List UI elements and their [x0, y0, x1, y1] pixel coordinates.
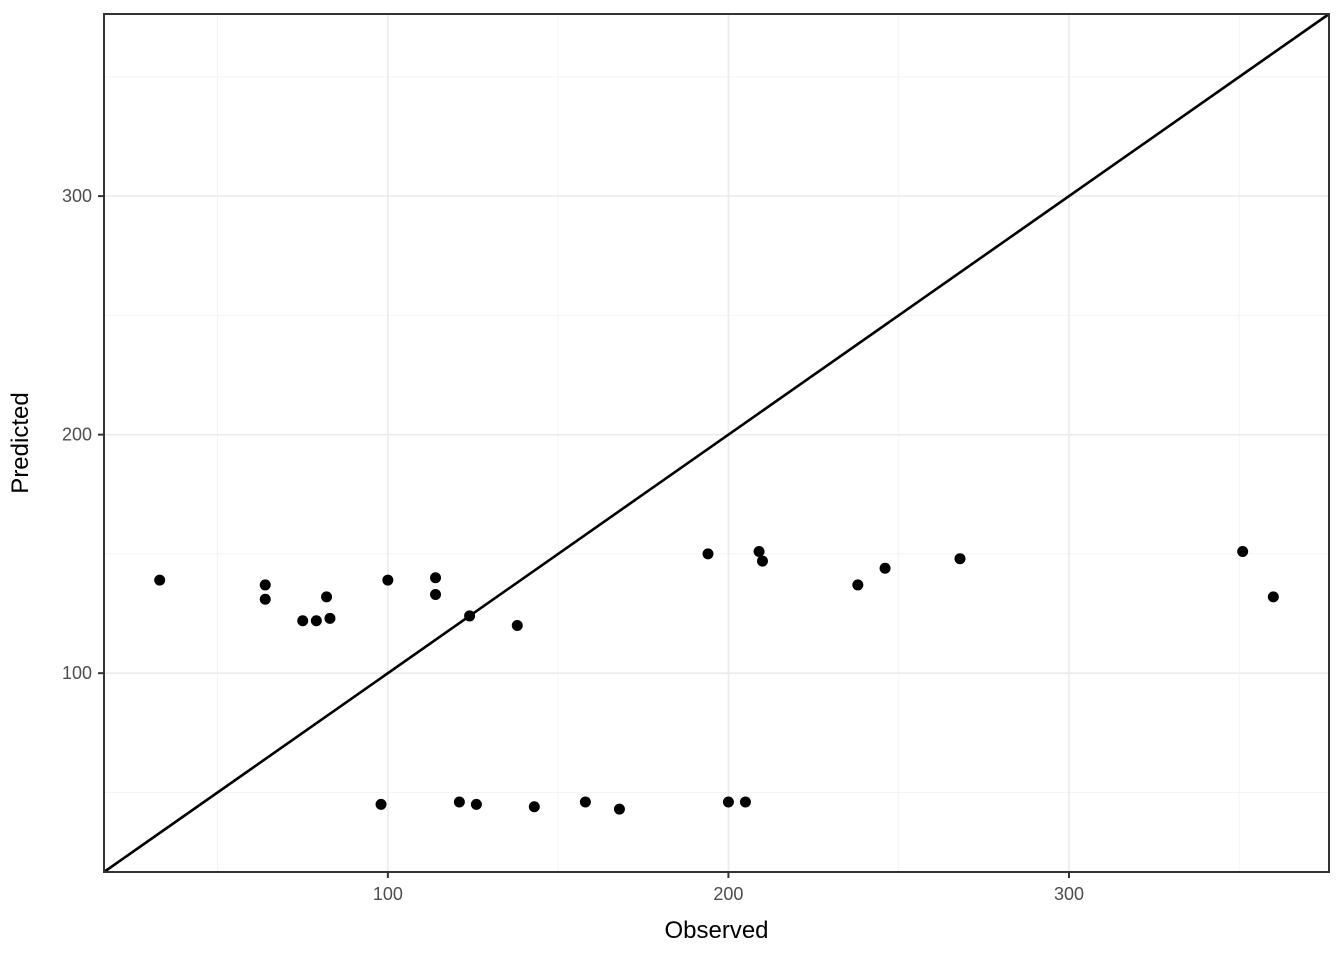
data-point	[613, 803, 625, 815]
x-axis-tick-label: 300	[1054, 884, 1084, 904]
data-point	[464, 610, 476, 622]
y-axis-tick-label: 200	[62, 425, 92, 445]
axis-ticks	[98, 195, 1070, 878]
data-point	[852, 579, 864, 591]
data-point	[753, 546, 765, 558]
data-point	[954, 553, 966, 565]
data-point	[321, 591, 333, 603]
x-axis-title: Observed	[664, 917, 768, 944]
data-point	[511, 619, 523, 631]
data-points	[154, 546, 1279, 815]
data-point	[722, 796, 734, 808]
x-axis-tick-label: 200	[713, 884, 743, 904]
data-point	[1267, 591, 1279, 603]
data-point	[470, 798, 482, 810]
data-point	[756, 555, 768, 567]
y-axis-tick-label: 100	[62, 663, 92, 683]
axis-tick-labels: 100 200 300 100 200 300	[62, 186, 1084, 904]
data-point	[154, 574, 166, 586]
data-point	[297, 615, 309, 627]
y-axis-tick-label: 300	[62, 186, 92, 206]
data-point	[382, 574, 394, 586]
panel-border-rect	[103, 13, 1330, 873]
y-axis-title: Predicted	[7, 392, 34, 493]
data-point	[1237, 546, 1249, 558]
gridlines-minor	[104, 14, 1329, 872]
data-point	[528, 801, 540, 813]
data-point	[579, 796, 591, 808]
identity-reference-line	[103, 12, 1330, 874]
data-point	[375, 798, 387, 810]
data-point	[310, 615, 322, 627]
identity-line	[103, 12, 1330, 874]
data-point	[430, 572, 442, 584]
data-point	[259, 579, 271, 591]
data-point	[430, 588, 442, 600]
gridlines-major	[104, 14, 1329, 872]
data-point	[879, 562, 891, 574]
data-point	[324, 612, 336, 624]
data-point	[259, 593, 271, 605]
panel-border	[103, 13, 1330, 873]
data-point	[702, 548, 714, 560]
data-point	[453, 796, 465, 808]
data-point	[739, 796, 751, 808]
x-axis-tick-label: 100	[373, 884, 403, 904]
